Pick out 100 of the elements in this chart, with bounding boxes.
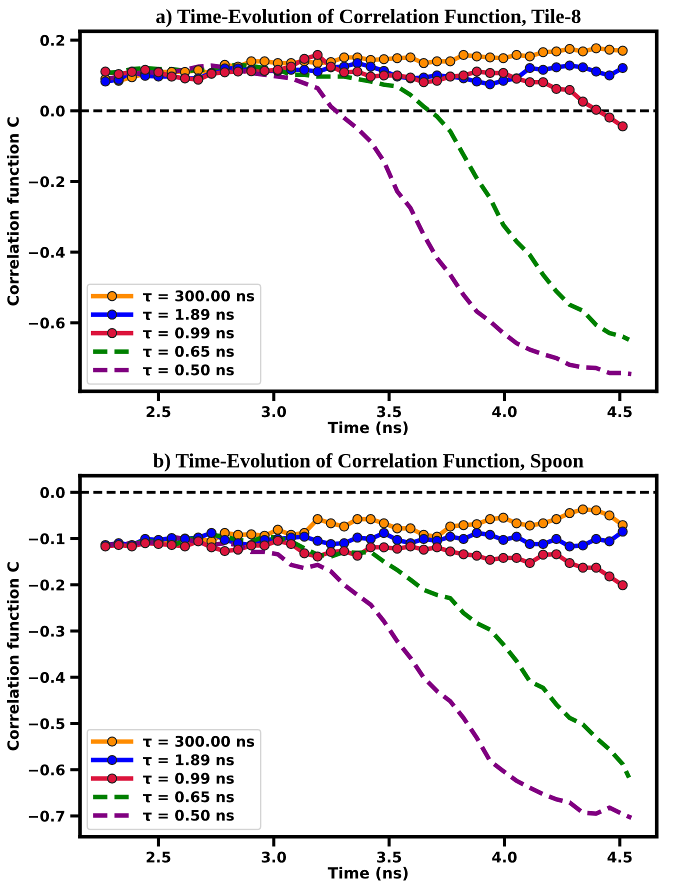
point — [418, 77, 429, 88]
point — [312, 50, 323, 60]
point — [458, 549, 469, 560]
point — [445, 532, 456, 542]
point — [432, 76, 442, 86]
point — [232, 544, 244, 555]
point — [392, 523, 402, 534]
point — [578, 540, 588, 551]
point — [524, 62, 535, 74]
point — [484, 530, 496, 540]
point — [472, 76, 482, 87]
point — [538, 518, 548, 528]
legend-label: τ = 1.89 ns — [143, 308, 234, 320]
point — [445, 546, 456, 557]
point — [524, 520, 535, 531]
point — [272, 524, 283, 535]
point — [405, 52, 416, 63]
point — [578, 46, 588, 57]
point — [498, 552, 508, 564]
point — [578, 504, 588, 514]
point — [591, 534, 602, 544]
point — [392, 53, 402, 64]
legend-label: τ = 300.00 ns — [143, 736, 254, 747]
point — [538, 47, 548, 58]
point — [153, 539, 164, 550]
point — [524, 77, 535, 88]
legend-label: τ = 0.99 ns — [143, 327, 234, 338]
point — [511, 532, 522, 542]
point — [618, 121, 628, 132]
point — [604, 510, 614, 520]
x-tick-label: 4.0 — [492, 852, 517, 863]
legend-label: τ = 300.00 ns — [143, 290, 254, 302]
point — [591, 562, 602, 573]
point — [618, 62, 628, 74]
point — [286, 62, 296, 72]
point — [618, 526, 628, 537]
point — [100, 66, 110, 77]
point — [392, 544, 402, 554]
x-tick-label: 3.0 — [262, 852, 286, 863]
point — [352, 514, 362, 524]
point — [458, 70, 469, 81]
point — [524, 51, 535, 62]
point — [564, 44, 575, 54]
y-tick-label: 0.0 — [40, 487, 65, 498]
point — [366, 62, 376, 72]
point — [220, 546, 230, 556]
point — [378, 528, 389, 538]
x-axis-title: Time (ns) — [328, 866, 408, 880]
point — [352, 58, 362, 68]
point — [286, 539, 296, 550]
point — [378, 54, 389, 64]
point — [326, 518, 336, 528]
point — [220, 534, 230, 545]
point — [366, 71, 376, 82]
x-axis-title: Time (ns) — [328, 421, 408, 436]
y-tick-label: 0.2 — [40, 34, 64, 46]
point — [472, 51, 482, 62]
point — [538, 550, 548, 560]
point — [564, 84, 575, 96]
x-tick-label: 4.5 — [608, 852, 632, 863]
point — [140, 64, 150, 75]
legend-label: τ = 0.50 ns — [143, 364, 234, 376]
point — [498, 534, 508, 545]
y-tick-label: −0.3 — [28, 626, 64, 637]
point — [538, 64, 548, 75]
y-tick-label: −0.1 — [28, 533, 64, 544]
legend-label: τ = 0.50 ns — [143, 810, 234, 821]
point — [299, 54, 310, 64]
point — [405, 523, 416, 534]
point — [472, 66, 482, 77]
point — [418, 544, 429, 555]
point — [432, 542, 442, 552]
legend-label: τ = 0.99 ns — [143, 772, 234, 784]
point — [299, 532, 310, 542]
point — [591, 66, 602, 77]
point — [458, 520, 469, 530]
point — [618, 46, 628, 56]
y-axis-title: Correlation function C — [7, 562, 19, 750]
point — [366, 542, 376, 552]
legend-label: τ = 0.65 ns — [143, 791, 234, 802]
point — [578, 562, 588, 573]
point — [511, 518, 522, 528]
legend-label: τ = 0.65 ns — [143, 346, 234, 357]
point — [484, 554, 496, 565]
point — [312, 514, 323, 524]
point — [445, 56, 456, 66]
point — [246, 56, 256, 66]
point — [551, 46, 562, 57]
point — [418, 58, 429, 68]
point — [180, 541, 190, 552]
x-tick-label: 3.0 — [262, 406, 286, 418]
point — [591, 505, 602, 516]
point — [538, 77, 548, 88]
point — [484, 68, 496, 78]
y-tick-label: −0.2 — [28, 176, 64, 188]
point — [352, 532, 362, 543]
point — [564, 558, 575, 568]
chart-title: b) Time-Evolution of Correlation Function, Spoon — [153, 453, 584, 472]
y-tick-label: 0.0 — [40, 106, 65, 117]
point — [618, 580, 628, 590]
